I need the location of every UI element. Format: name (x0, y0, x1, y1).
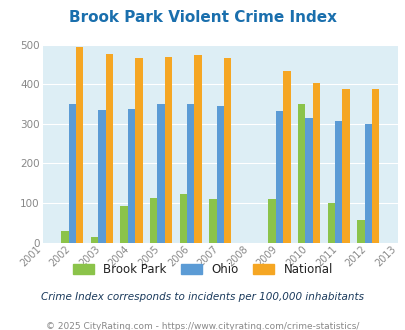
Bar (157, 104, 164, 243)
Bar (209, 199, 216, 243)
Bar (194, 55, 201, 243)
Bar (135, 58, 142, 243)
Bar (164, 57, 172, 243)
Bar (68, 104, 76, 243)
Bar (268, 199, 275, 243)
Bar (334, 120, 341, 243)
Bar (371, 89, 378, 243)
Bar (275, 112, 282, 243)
Bar (128, 109, 135, 243)
Bar (364, 124, 371, 243)
Bar (186, 104, 194, 243)
Bar (61, 231, 68, 243)
Bar (224, 58, 231, 243)
Bar (120, 206, 128, 243)
Bar (90, 237, 98, 243)
Bar (98, 110, 105, 243)
Text: © 2025 CityRating.com - https://www.cityrating.com/crime-statistics/: © 2025 CityRating.com - https://www.city… (46, 322, 359, 330)
Bar (282, 72, 290, 243)
Bar (312, 82, 320, 243)
Bar (297, 104, 305, 243)
Legend: Brook Park, Ohio, National: Brook Park, Ohio, National (68, 258, 337, 281)
Text: Brook Park Violent Crime Index: Brook Park Violent Crime Index (69, 10, 336, 25)
Bar (179, 194, 186, 243)
Bar (341, 89, 349, 243)
Bar (216, 106, 224, 243)
Bar (327, 203, 334, 243)
Bar (356, 220, 364, 243)
Bar (76, 47, 83, 243)
Text: Crime Index corresponds to incidents per 100,000 inhabitants: Crime Index corresponds to incidents per… (41, 292, 364, 302)
Bar (149, 198, 157, 243)
Bar (105, 54, 113, 243)
Bar (305, 118, 312, 243)
